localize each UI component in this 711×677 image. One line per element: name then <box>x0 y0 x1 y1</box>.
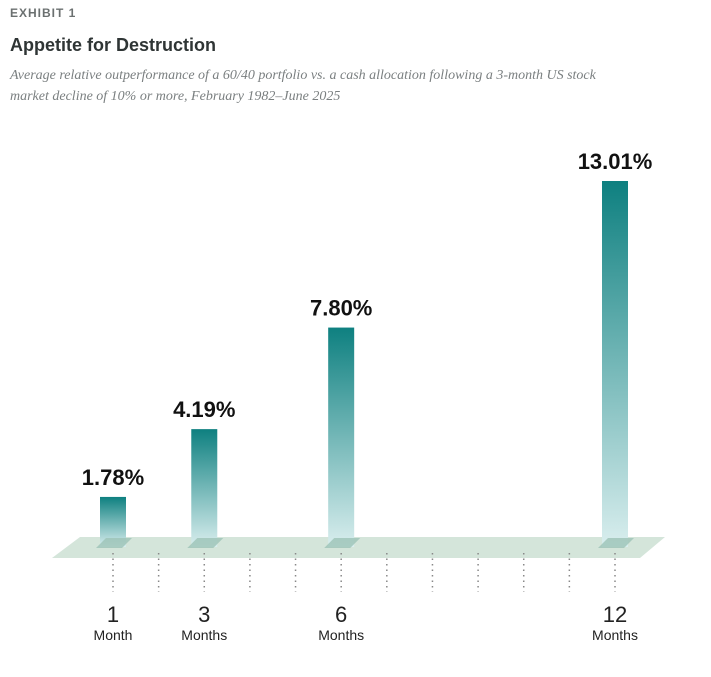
x-unit-label: Months <box>181 627 227 643</box>
value-label: 7.80% <box>310 296 372 321</box>
value-label: 1.78% <box>82 465 144 490</box>
bar-base <box>324 538 361 548</box>
subtitle: market decline of 10% or more, February … <box>10 89 340 104</box>
bar <box>328 327 355 547</box>
x-unit-label: Month <box>94 627 133 643</box>
x-tick-label: 1 <box>107 602 119 627</box>
chart-title: Appetite for Destruction <box>10 35 216 55</box>
value-label: 4.19% <box>173 397 235 422</box>
platform <box>52 537 665 558</box>
x-tick-label: 12 <box>603 602 627 627</box>
value-label: 13.01% <box>578 149 653 174</box>
exhibit-label: EXHIBIT 1 <box>10 6 76 20</box>
bar <box>191 429 218 547</box>
x-unit-label: Months <box>318 627 364 643</box>
subtitle: Average relative outperformance of a 60/… <box>9 68 597 83</box>
bar <box>602 181 628 547</box>
bar-base <box>598 538 634 548</box>
bar-base <box>187 538 224 548</box>
x-tick-label: 3 <box>198 602 210 627</box>
x-tick-label: 6 <box>335 602 347 627</box>
bar-base <box>96 538 132 548</box>
x-unit-label: Months <box>592 627 638 643</box>
